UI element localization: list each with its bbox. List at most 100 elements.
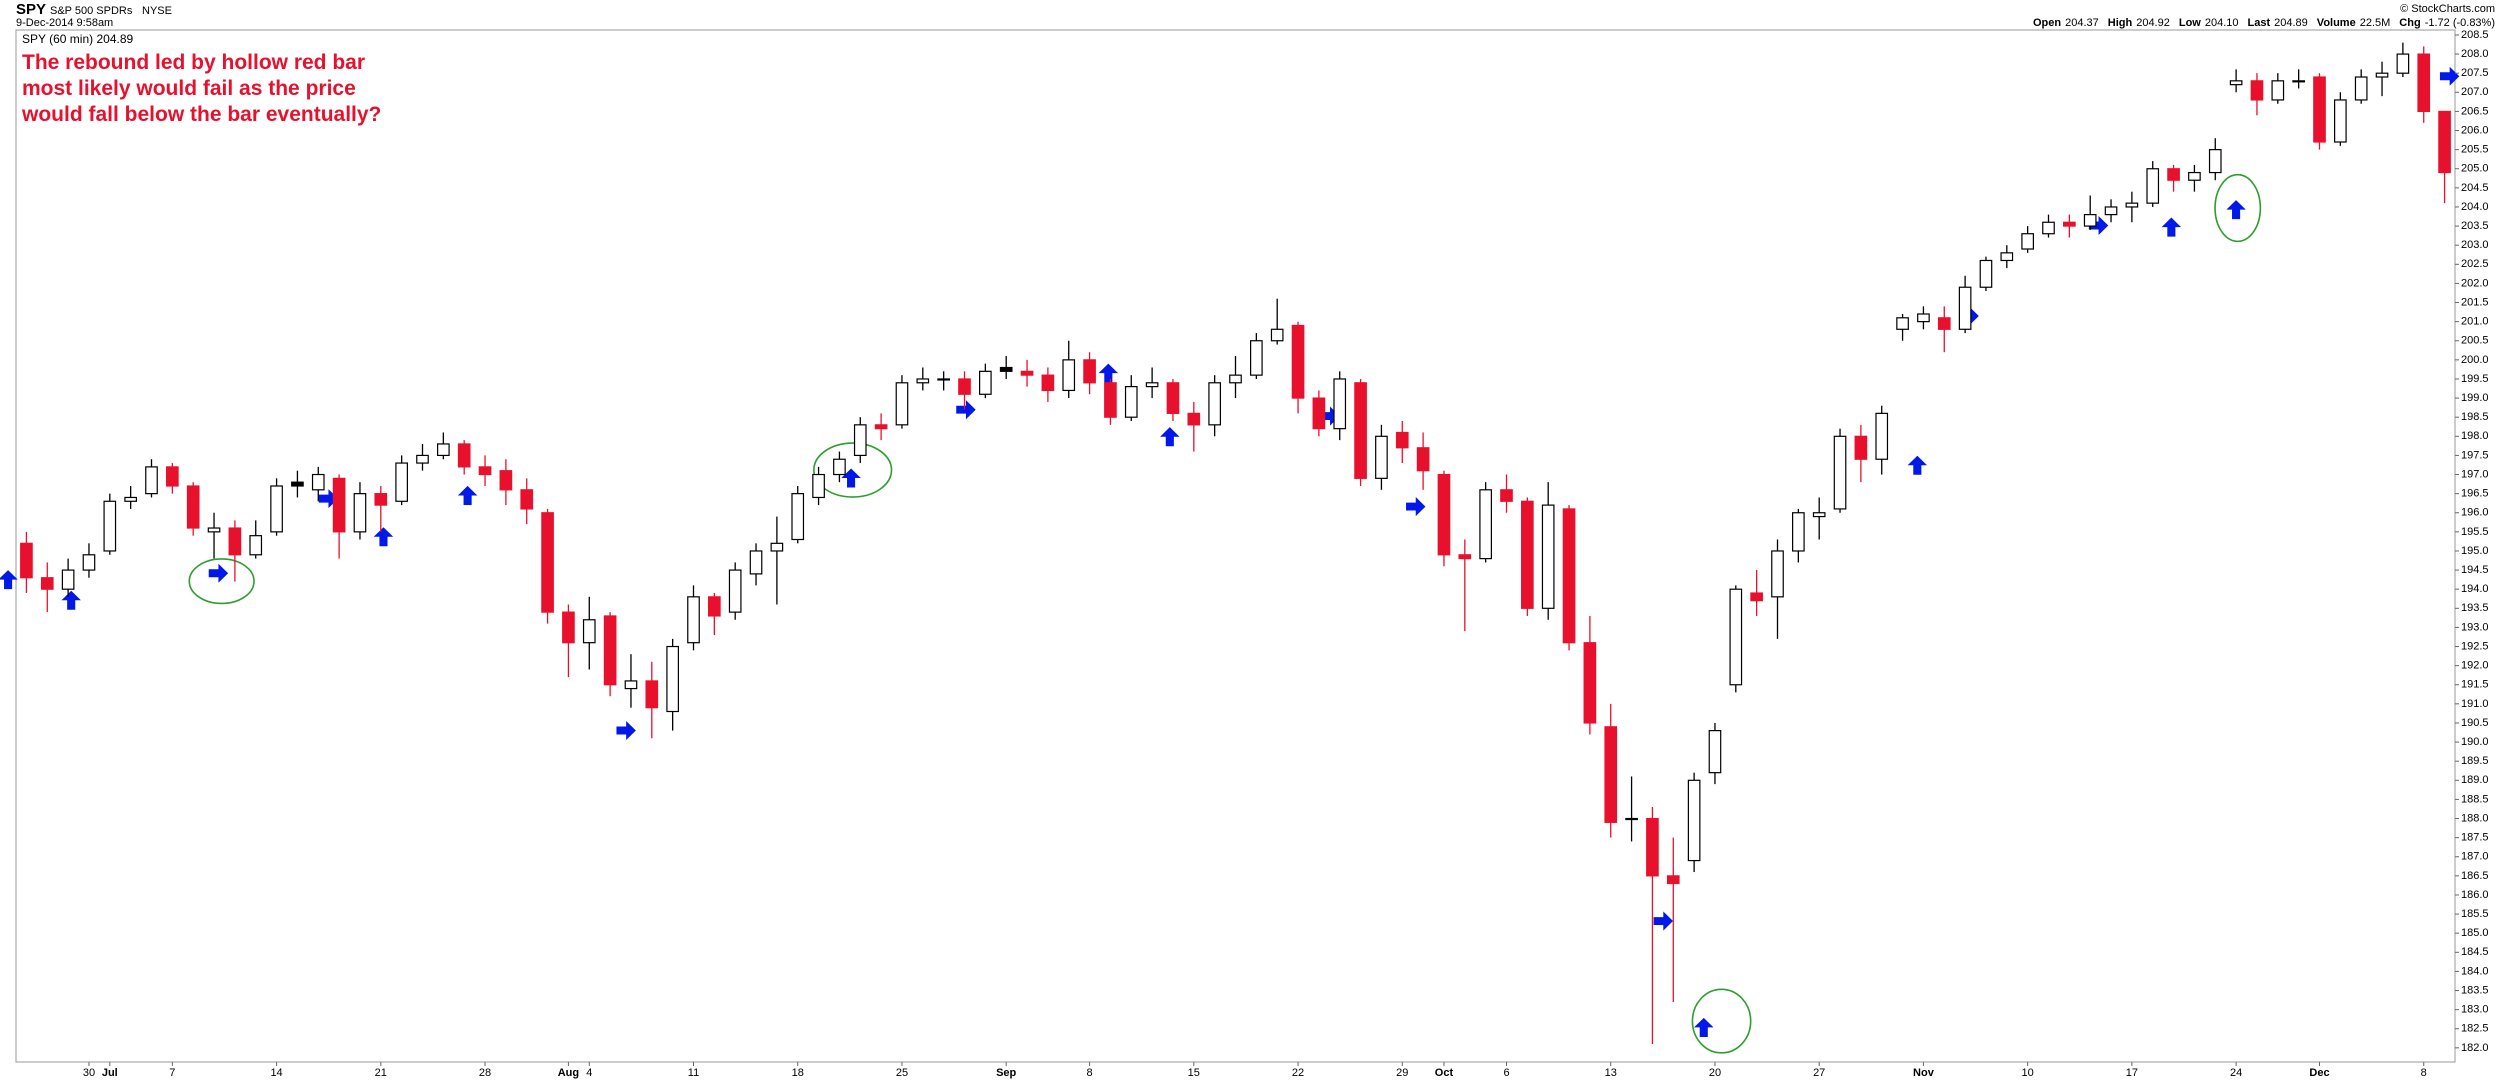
y-tick-label: 198.5: [2461, 411, 2489, 423]
candle-body: [2271, 80, 2285, 101]
candle-body: [1729, 588, 1743, 686]
candle-body: [979, 370, 992, 395]
y-tick-label: 191.0: [2461, 698, 2489, 710]
y-tick-label: 190.5: [2461, 717, 2489, 729]
y-tick-label: 202.0: [2461, 277, 2489, 289]
arrow: [208, 563, 229, 583]
candle-body: [2083, 214, 2097, 227]
candle-body: [1437, 473, 1451, 556]
candle-body: [1124, 386, 1138, 418]
candle-body: [332, 477, 346, 533]
x-tick-label: 8: [2421, 1067, 2427, 1079]
arrow: [0, 570, 18, 590]
x-tick-label: 4: [586, 1067, 592, 1079]
candle-body: [1083, 359, 1096, 384]
y-tick-label: 195.5: [2461, 526, 2489, 538]
candle-body: [2104, 206, 2118, 216]
x-tick-label: 22: [1292, 1067, 1304, 1079]
y-tick-label: 192.0: [2461, 660, 2489, 672]
y-tick-label: 189.5: [2461, 755, 2489, 767]
candle-body: [2021, 233, 2034, 250]
quote-label: High: [2108, 17, 2133, 29]
x-tick-label: 11: [688, 1067, 699, 1079]
candle-body: [520, 489, 534, 510]
y-tick-label: 197.5: [2461, 449, 2489, 461]
quote-value: -1.72 (-0.83%): [2425, 17, 2495, 29]
candle-body: [1521, 500, 1534, 609]
quote-label: Low: [2179, 17, 2201, 29]
candle-body: [1666, 875, 1680, 885]
arrow: [1160, 427, 1180, 447]
x-tick-label: 28: [479, 1067, 491, 1079]
arrow: [1098, 363, 1119, 383]
x-tick-label: 29: [1396, 1067, 1408, 1079]
candle-body: [1270, 328, 1284, 342]
candle-body: [207, 527, 221, 533]
x-tick-label: 13: [1605, 1067, 1617, 1079]
arrow: [1907, 455, 1928, 475]
candle-body: [1646, 817, 1659, 877]
x-tick-label: 24: [2230, 1067, 2242, 1079]
quote-value: 204.37: [2065, 17, 2099, 29]
y-tick-label: 183.0: [2461, 1004, 2489, 1016]
candle-body: [708, 596, 721, 617]
candle-body: [1833, 435, 1847, 510]
x-tick-label: 14: [270, 1067, 282, 1079]
x-tick-label: Nov: [1913, 1067, 1935, 1079]
candle-body: [395, 462, 408, 502]
quote-label: Last: [2248, 17, 2271, 29]
quote-value: 204.89: [2274, 17, 2308, 29]
y-tick-label: 203.0: [2461, 239, 2489, 251]
candle-body: [2438, 110, 2451, 174]
arrow: [616, 720, 636, 741]
quote-value: 204.10: [2205, 17, 2239, 29]
candle-body: [1979, 259, 1993, 288]
candle-body: [2042, 221, 2055, 235]
y-tick-label: 186.5: [2461, 870, 2489, 882]
candle-body: [916, 378, 930, 384]
y-tick-label: 184.0: [2461, 965, 2489, 977]
y-tick-label: 188.0: [2461, 812, 2489, 824]
y-tick-label: 191.5: [2461, 679, 2489, 691]
highlight-ellipse: [188, 558, 255, 605]
y-tick-label: 188.5: [2461, 793, 2489, 805]
y-tick-label: 208.5: [2461, 29, 2489, 41]
annotation-text: The rebound led by hollow red bar most l…: [22, 51, 382, 126]
x-tick-label: Dec: [2309, 1067, 2329, 1079]
y-tick-label: 193.0: [2461, 621, 2489, 633]
candle-body: [311, 473, 325, 491]
x-tick-label: Jul: [102, 1067, 118, 1079]
arrow: [1694, 1017, 1714, 1037]
candle-body: [1854, 435, 1868, 460]
y-tick-label: 189.0: [2461, 774, 2489, 786]
y-tick-label: 193.5: [2461, 602, 2489, 614]
candle-body: [20, 542, 33, 579]
candle-body: [728, 569, 742, 613]
y-tick-label: 207.5: [2461, 67, 2489, 79]
candle-body: [2396, 53, 2410, 74]
candle-body: [1812, 512, 1826, 518]
candle-body: [791, 493, 805, 541]
candle-body: [2000, 252, 2014, 262]
candle-body: [353, 493, 367, 533]
candle-body: [437, 443, 450, 457]
y-tick-label: 187.5: [2461, 832, 2489, 844]
candle-body: [1458, 554, 1472, 560]
candle-body: [853, 424, 867, 457]
credit: © StockCharts.com: [2400, 3, 2495, 15]
candle-body: [1604, 726, 1618, 823]
y-tick-label: 195.0: [2461, 545, 2489, 557]
candle-body: [1479, 489, 1492, 560]
candle-body: [2354, 76, 2368, 101]
candles: [20, 42, 2451, 1045]
candle-body: [999, 366, 1013, 372]
y-tick-label: 199.5: [2461, 373, 2489, 385]
candle-body: [1041, 374, 1055, 392]
candle-body: [1416, 447, 1430, 472]
candle-body: [1250, 340, 1263, 376]
x-tick-label: 20: [1709, 1067, 1721, 1079]
candle-body: [1708, 730, 1722, 774]
candle-body: [1792, 512, 1805, 552]
y-tick-label: 207.0: [2461, 86, 2489, 98]
y-tick-label: 201.0: [2461, 316, 2489, 328]
